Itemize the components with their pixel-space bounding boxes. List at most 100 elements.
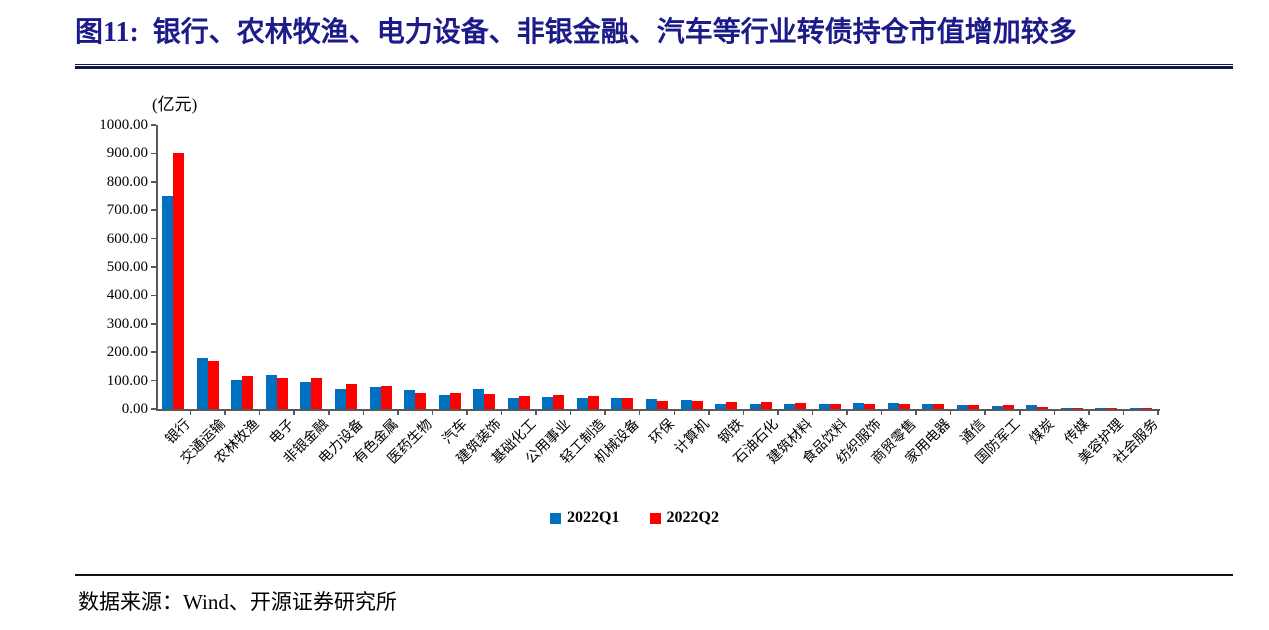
y-tick-label: 600.00	[106, 230, 148, 247]
x-tick-mark	[1088, 410, 1090, 415]
x-tick-mark	[638, 410, 641, 415]
y-tick-mark	[151, 181, 156, 183]
x-tick-mark	[397, 410, 399, 415]
bar-2022Q1-环保	[646, 399, 657, 409]
x-tick-mark	[1019, 410, 1021, 415]
bar-2022Q1-汽车	[438, 395, 450, 409]
x-tick-mark	[293, 410, 295, 415]
bar-2022Q2-石油石化	[760, 402, 772, 409]
y-tick-mark	[151, 152, 156, 155]
y-tick-mark	[151, 379, 156, 382]
x-tick-mark	[1157, 410, 1159, 415]
legend-item-2022Q2: 2022Q2	[649, 509, 719, 527]
bar-2022Q1-医药生物	[404, 389, 416, 409]
bar-chart: 0.00 100.00 200.00 300.00 400.00 500.00 600.00…	[99, 95, 1161, 467]
y-tick-label: 900.00	[106, 145, 148, 162]
x-tick-mark	[604, 410, 606, 415]
bar-2022Q2-非银金融	[311, 378, 323, 409]
y-tick-label: 200.00	[106, 344, 148, 361]
bar-2022Q2-建筑材料	[795, 403, 807, 409]
legend-label: 2022Q2	[666, 509, 719, 526]
bar-2022Q1-轻工制造	[576, 397, 588, 409]
y-tick-mark	[151, 209, 156, 211]
bar-2022Q2-计算机	[691, 401, 703, 409]
bar-2022Q1-石油石化	[749, 403, 761, 409]
bar-2022Q1-食品饮料	[818, 403, 830, 409]
x-tick-mark	[362, 410, 365, 415]
bar-2022Q2-医药生物	[415, 392, 427, 409]
title-rule	[75, 64, 1233, 69]
bar-2022Q2-家用电器	[933, 404, 945, 409]
x-tick-mark	[949, 410, 952, 415]
data-source: 数据来源：Wind、开源证券研究所	[78, 590, 397, 614]
bar-2022Q1-传媒	[1060, 407, 1072, 409]
footer-rule	[75, 574, 1233, 576]
bar-2022Q2-交通运输	[207, 360, 219, 409]
x-axis-line	[156, 409, 1160, 411]
bar-2022Q1-国防军工	[991, 406, 1003, 409]
x-tick-mark	[224, 410, 226, 415]
bar-2022Q1-机械设备	[611, 397, 623, 409]
y-tick-label: 400.00	[106, 287, 148, 304]
bar-2022Q2-纺织服饰	[864, 403, 876, 409]
bar-2022Q2-轻工制造	[587, 395, 599, 409]
bar-2022Q1-商贸零售	[887, 403, 899, 409]
bar-2022Q1-纺织服饰	[853, 403, 865, 409]
bar-2022Q1-有色金属	[369, 386, 381, 409]
x-tick-mark	[742, 410, 745, 415]
bar-2022Q2-建筑装饰	[484, 394, 496, 409]
y-tick-mark	[151, 266, 156, 268]
legend-label: 2022Q1	[567, 509, 620, 526]
x-tick-mark	[880, 410, 883, 415]
bar-2022Q1-建筑装饰	[473, 389, 485, 409]
bar-2022Q2-通信	[967, 405, 979, 409]
bar-2022Q2-国防军工	[1002, 405, 1014, 409]
bar-2022Q2-公用事业	[553, 394, 565, 409]
figure-number: 图11:	[75, 17, 139, 48]
bar-2022Q1-通信	[956, 404, 968, 409]
bar-2022Q2-社会服务	[1140, 408, 1152, 409]
bar-2022Q2-食品饮料	[829, 403, 841, 409]
legend-item-2022Q1: 2022Q1	[550, 509, 620, 527]
x-tick-mark	[535, 410, 537, 415]
x-tick-mark	[984, 410, 986, 415]
bar-2022Q1-美容护理	[1095, 408, 1107, 409]
y-tick-label: 800.00	[106, 173, 148, 190]
x-tick-mark	[915, 410, 917, 415]
bar-2022Q2-美容护理	[1106, 408, 1118, 409]
x-tick-mark	[673, 410, 676, 415]
bar-2022Q2-机械设备	[622, 397, 634, 409]
x-tick-mark	[258, 410, 261, 415]
x-tick-mark	[708, 410, 710, 415]
bar-2022Q1-钢铁	[715, 403, 727, 409]
x-tick-mark	[189, 410, 192, 415]
y-tick-mark	[151, 351, 156, 353]
y-tick-label: 100.00	[106, 372, 148, 389]
x-tick-mark	[466, 410, 468, 415]
bar-2022Q2-电力设备	[346, 384, 358, 409]
x-tick-mark	[1053, 410, 1056, 415]
bar-2022Q2-基础化工	[518, 395, 530, 409]
chart-legend: 2022Q1 2022Q2	[0, 508, 1269, 528]
bar-2022Q1-社会服务	[1129, 408, 1141, 409]
bar-2022Q1-电力设备	[335, 388, 347, 409]
bar-2022Q1-公用事业	[542, 396, 554, 409]
bar-2022Q1-农林牧渔	[231, 380, 243, 409]
x-tick-mark	[811, 410, 814, 415]
figure-title-text: 银行、农林牧渔、电力设备、非银金融、汽车等行业转债持仓市值增加较多	[152, 17, 1077, 48]
bar-2022Q1-建筑材料	[784, 403, 796, 409]
bar-2022Q1-交通运输	[196, 357, 208, 409]
bar-2022Q1-银行	[162, 196, 174, 409]
page-title: 图11: 银行、农林牧渔、电力设备、非银金融、汽车等行业转债持仓市值增加较多	[75, 16, 1235, 50]
y-tick-label: 1000.00	[99, 117, 148, 133]
bar-2022Q1-非银金融	[300, 381, 312, 409]
y-tick-label: 300.00	[106, 315, 148, 332]
y-tick-label: 500.00	[106, 259, 148, 275]
bar-2022Q1-家用电器	[922, 404, 934, 409]
axis-unit-label: (亿元)	[152, 95, 198, 114]
x-tick-mark	[1122, 410, 1125, 415]
x-tick-mark	[328, 410, 330, 415]
y-tick-mark	[151, 323, 156, 325]
bar-2022Q2-银行	[173, 153, 185, 409]
bar-2022Q1-煤炭	[1026, 405, 1038, 409]
